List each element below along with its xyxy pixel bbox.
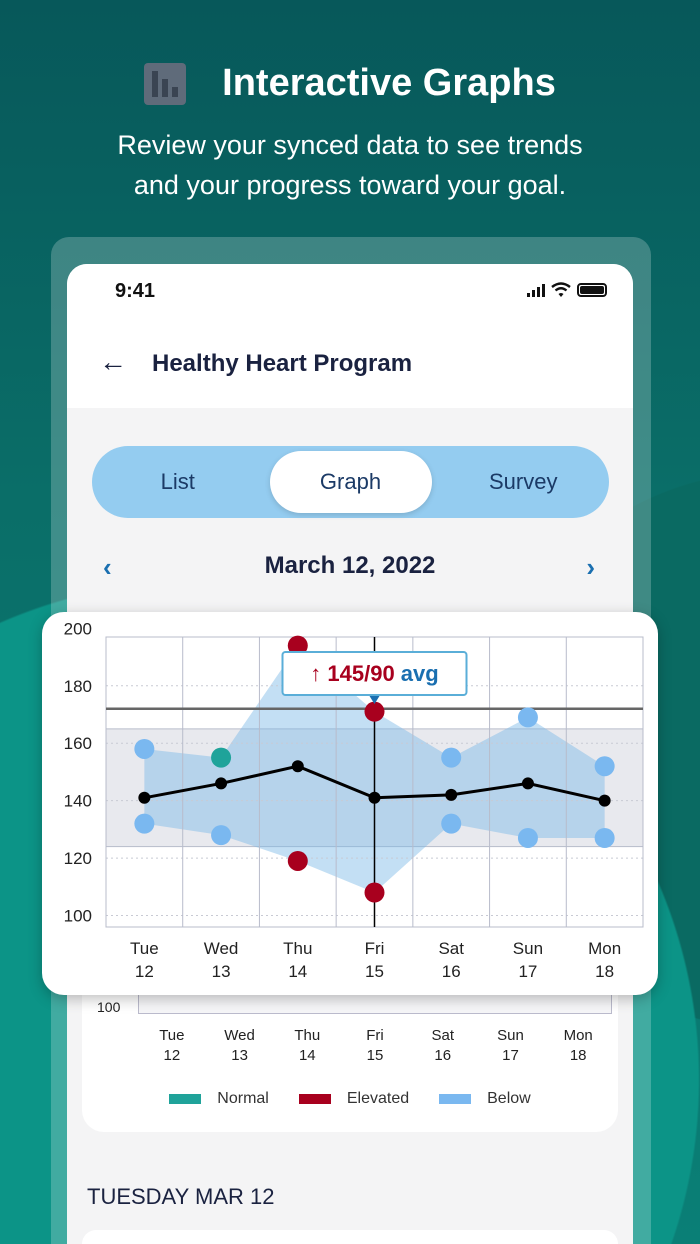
avg-point	[521, 777, 534, 790]
x-tick-day: Fri	[365, 939, 385, 958]
hero-subtitle: Review your synced data to see trends	[117, 130, 583, 160]
mini-x-label: Thu 14	[294, 1027, 321, 1064]
status-icons	[527, 282, 607, 297]
y-tick: 100	[97, 999, 121, 1015]
x-tick-day: Sun	[513, 939, 543, 958]
reading-point-high	[441, 747, 462, 768]
avg-point	[215, 777, 228, 790]
tooltip-box	[281, 651, 468, 696]
y-tick-label: 120	[64, 849, 92, 868]
chevron-right-icon[interactable]: ›	[586, 552, 595, 582]
mini-x-label: Mon 18	[563, 1027, 593, 1064]
reading-point-high	[287, 635, 308, 656]
hero-title: Interactive Graphs	[222, 62, 556, 104]
x-tick-date: 16	[442, 962, 461, 981]
avg-point	[598, 794, 611, 807]
x-tick-date: 18	[595, 962, 614, 981]
mini-axis	[138, 992, 612, 1014]
x-tick-date: 17	[518, 962, 537, 981]
x-tick-date: 14	[288, 962, 307, 981]
mini-x-label: Wed 13	[224, 1027, 255, 1064]
avg-point	[445, 788, 458, 801]
reading-point-low	[364, 882, 385, 903]
wifi-icon	[551, 282, 571, 297]
x-tick-day: Thu	[283, 939, 312, 958]
day-section-label: TUESDAY MAR 12	[87, 1184, 275, 1209]
x-tick-day: Wed	[204, 939, 239, 958]
avg-point	[368, 791, 381, 804]
mini-x-labels: Tue 12 Wed 13 Thu 14 Fri 15 Sat 16 Sun 17 Mon 18	[138, 1026, 612, 1066]
current-date: March 12, 2022	[264, 552, 436, 579]
tooltip-pointer	[369, 696, 380, 704]
tooltip-text: ↑ 145/90 avg	[310, 661, 438, 686]
y-tick-label: 100	[64, 907, 92, 926]
reading-point-low	[594, 827, 615, 848]
mini-x-label: Fri 15	[366, 1027, 384, 1064]
battery-icon	[577, 283, 607, 297]
reading-point-low	[134, 813, 155, 834]
chevron-left-icon[interactable]: ‹	[103, 552, 112, 582]
reading-point-low	[287, 850, 308, 871]
reading-card[interactable]	[82, 1230, 618, 1244]
bar-chart-icon	[144, 62, 187, 105]
y-tick-label: 200	[64, 619, 92, 638]
arrow-left-icon[interactable]: ←	[99, 346, 127, 377]
y-tick-label: 180	[64, 677, 92, 696]
view-tabs: List Graph Survey	[92, 446, 609, 518]
legend-elevated: Elevated	[298, 1090, 409, 1108]
mini-x-label: Sun 17	[497, 1027, 524, 1064]
mini-x-label: Tue 12	[159, 1027, 185, 1064]
reading-point-high	[211, 747, 232, 768]
chart-card: 100 120 140 160 180 200 Tue 12 Wed 13 Thu 14 Fri 15 Sa…	[42, 612, 658, 995]
reading-point-high	[594, 756, 615, 777]
x-tick-day: Mon	[588, 939, 621, 958]
avg-point	[291, 760, 304, 773]
legend: Normal Elevated Below	[82, 1090, 618, 1108]
x-tick-day: Tue	[130, 939, 159, 958]
x-tick-date: 13	[212, 962, 231, 981]
avg-point	[138, 791, 151, 804]
reading-point-low	[211, 825, 232, 846]
hero: Interactive Graphs Review your synced da…	[0, 62, 700, 205]
tab-graph[interactable]: Graph	[269, 451, 432, 513]
page-title: Healthy Heart Program	[152, 350, 413, 377]
reading-point-high	[134, 738, 155, 759]
signal-icon	[527, 284, 545, 297]
legend-normal: Normal	[169, 1090, 269, 1108]
x-tick-date: 15	[365, 962, 384, 981]
hero-subtitle: and your progress toward your goal.	[133, 170, 567, 200]
tab-survey[interactable]: Survey	[489, 469, 558, 494]
bp-chart[interactable]: 100 120 140 160 180 200 Tue 12 Wed 13 Thu 14 Fri 15 Sa…	[42, 612, 658, 995]
status-time: 9:41	[115, 280, 156, 302]
mini-x-label: Sat 16	[431, 1027, 454, 1064]
reading-point-high	[517, 707, 538, 728]
reading-point-low	[441, 813, 462, 834]
y-tick-label: 140	[64, 792, 92, 811]
legend-below: Below	[439, 1090, 531, 1108]
reading-point-high	[364, 701, 385, 722]
x-tick-day: Sat	[438, 939, 464, 958]
reading-point-low	[517, 827, 538, 848]
tab-list[interactable]: List	[160, 469, 195, 494]
y-tick-label: 160	[64, 734, 92, 753]
x-tick-date: 12	[135, 962, 154, 981]
